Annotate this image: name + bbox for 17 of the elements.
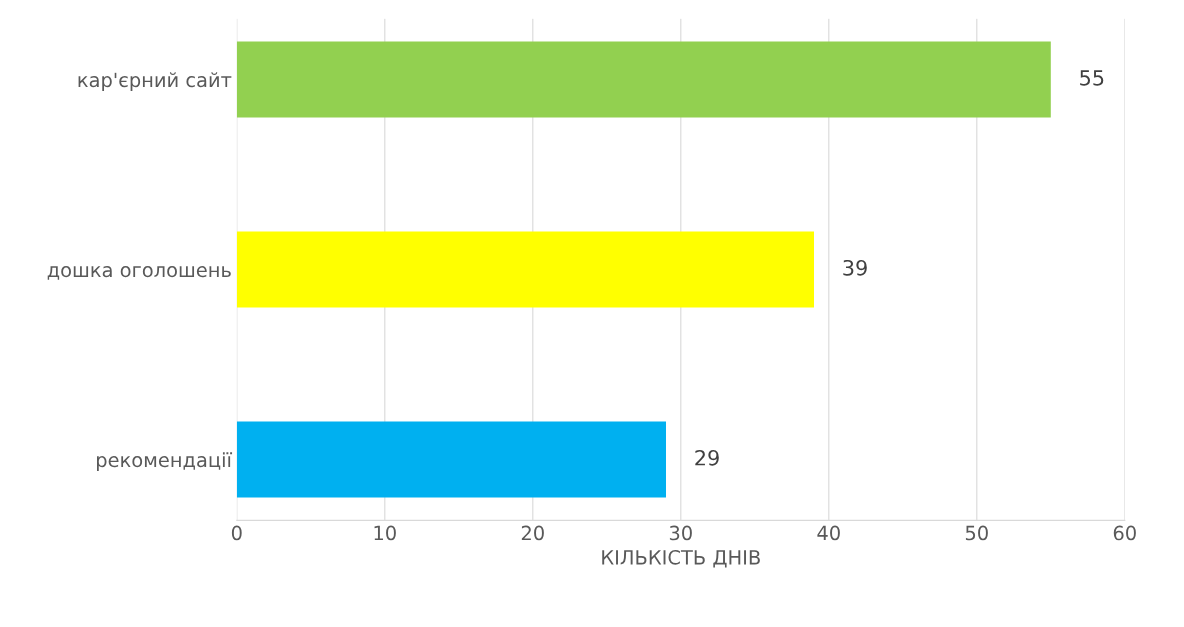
x-tick-label: 10 — [374, 525, 396, 541]
y-tick-label: дошка оголошень — [47, 266, 231, 280]
bar — [236, 421, 666, 498]
x-tick-label: 40 — [817, 525, 840, 541]
y-tick-label: кар'єрний сайт — [78, 72, 232, 92]
data-label: 29 — [695, 449, 719, 466]
x-tick-label: 0 — [231, 525, 242, 541]
x-tick-label: 30 — [669, 525, 692, 541]
x-tick-label: 60 — [1113, 525, 1136, 541]
bar — [236, 41, 1051, 118]
x-tick-label: 20 — [521, 525, 544, 541]
bar — [236, 231, 814, 308]
x-tick-label: 50 — [965, 525, 988, 541]
data-label: 55 — [1080, 70, 1104, 86]
x-axis-title: КІЛЬКІСТЬ ДНІВ — [602, 549, 760, 568]
y-tick-label: рекомендації — [97, 452, 233, 472]
data-label: 39 — [843, 259, 867, 276]
